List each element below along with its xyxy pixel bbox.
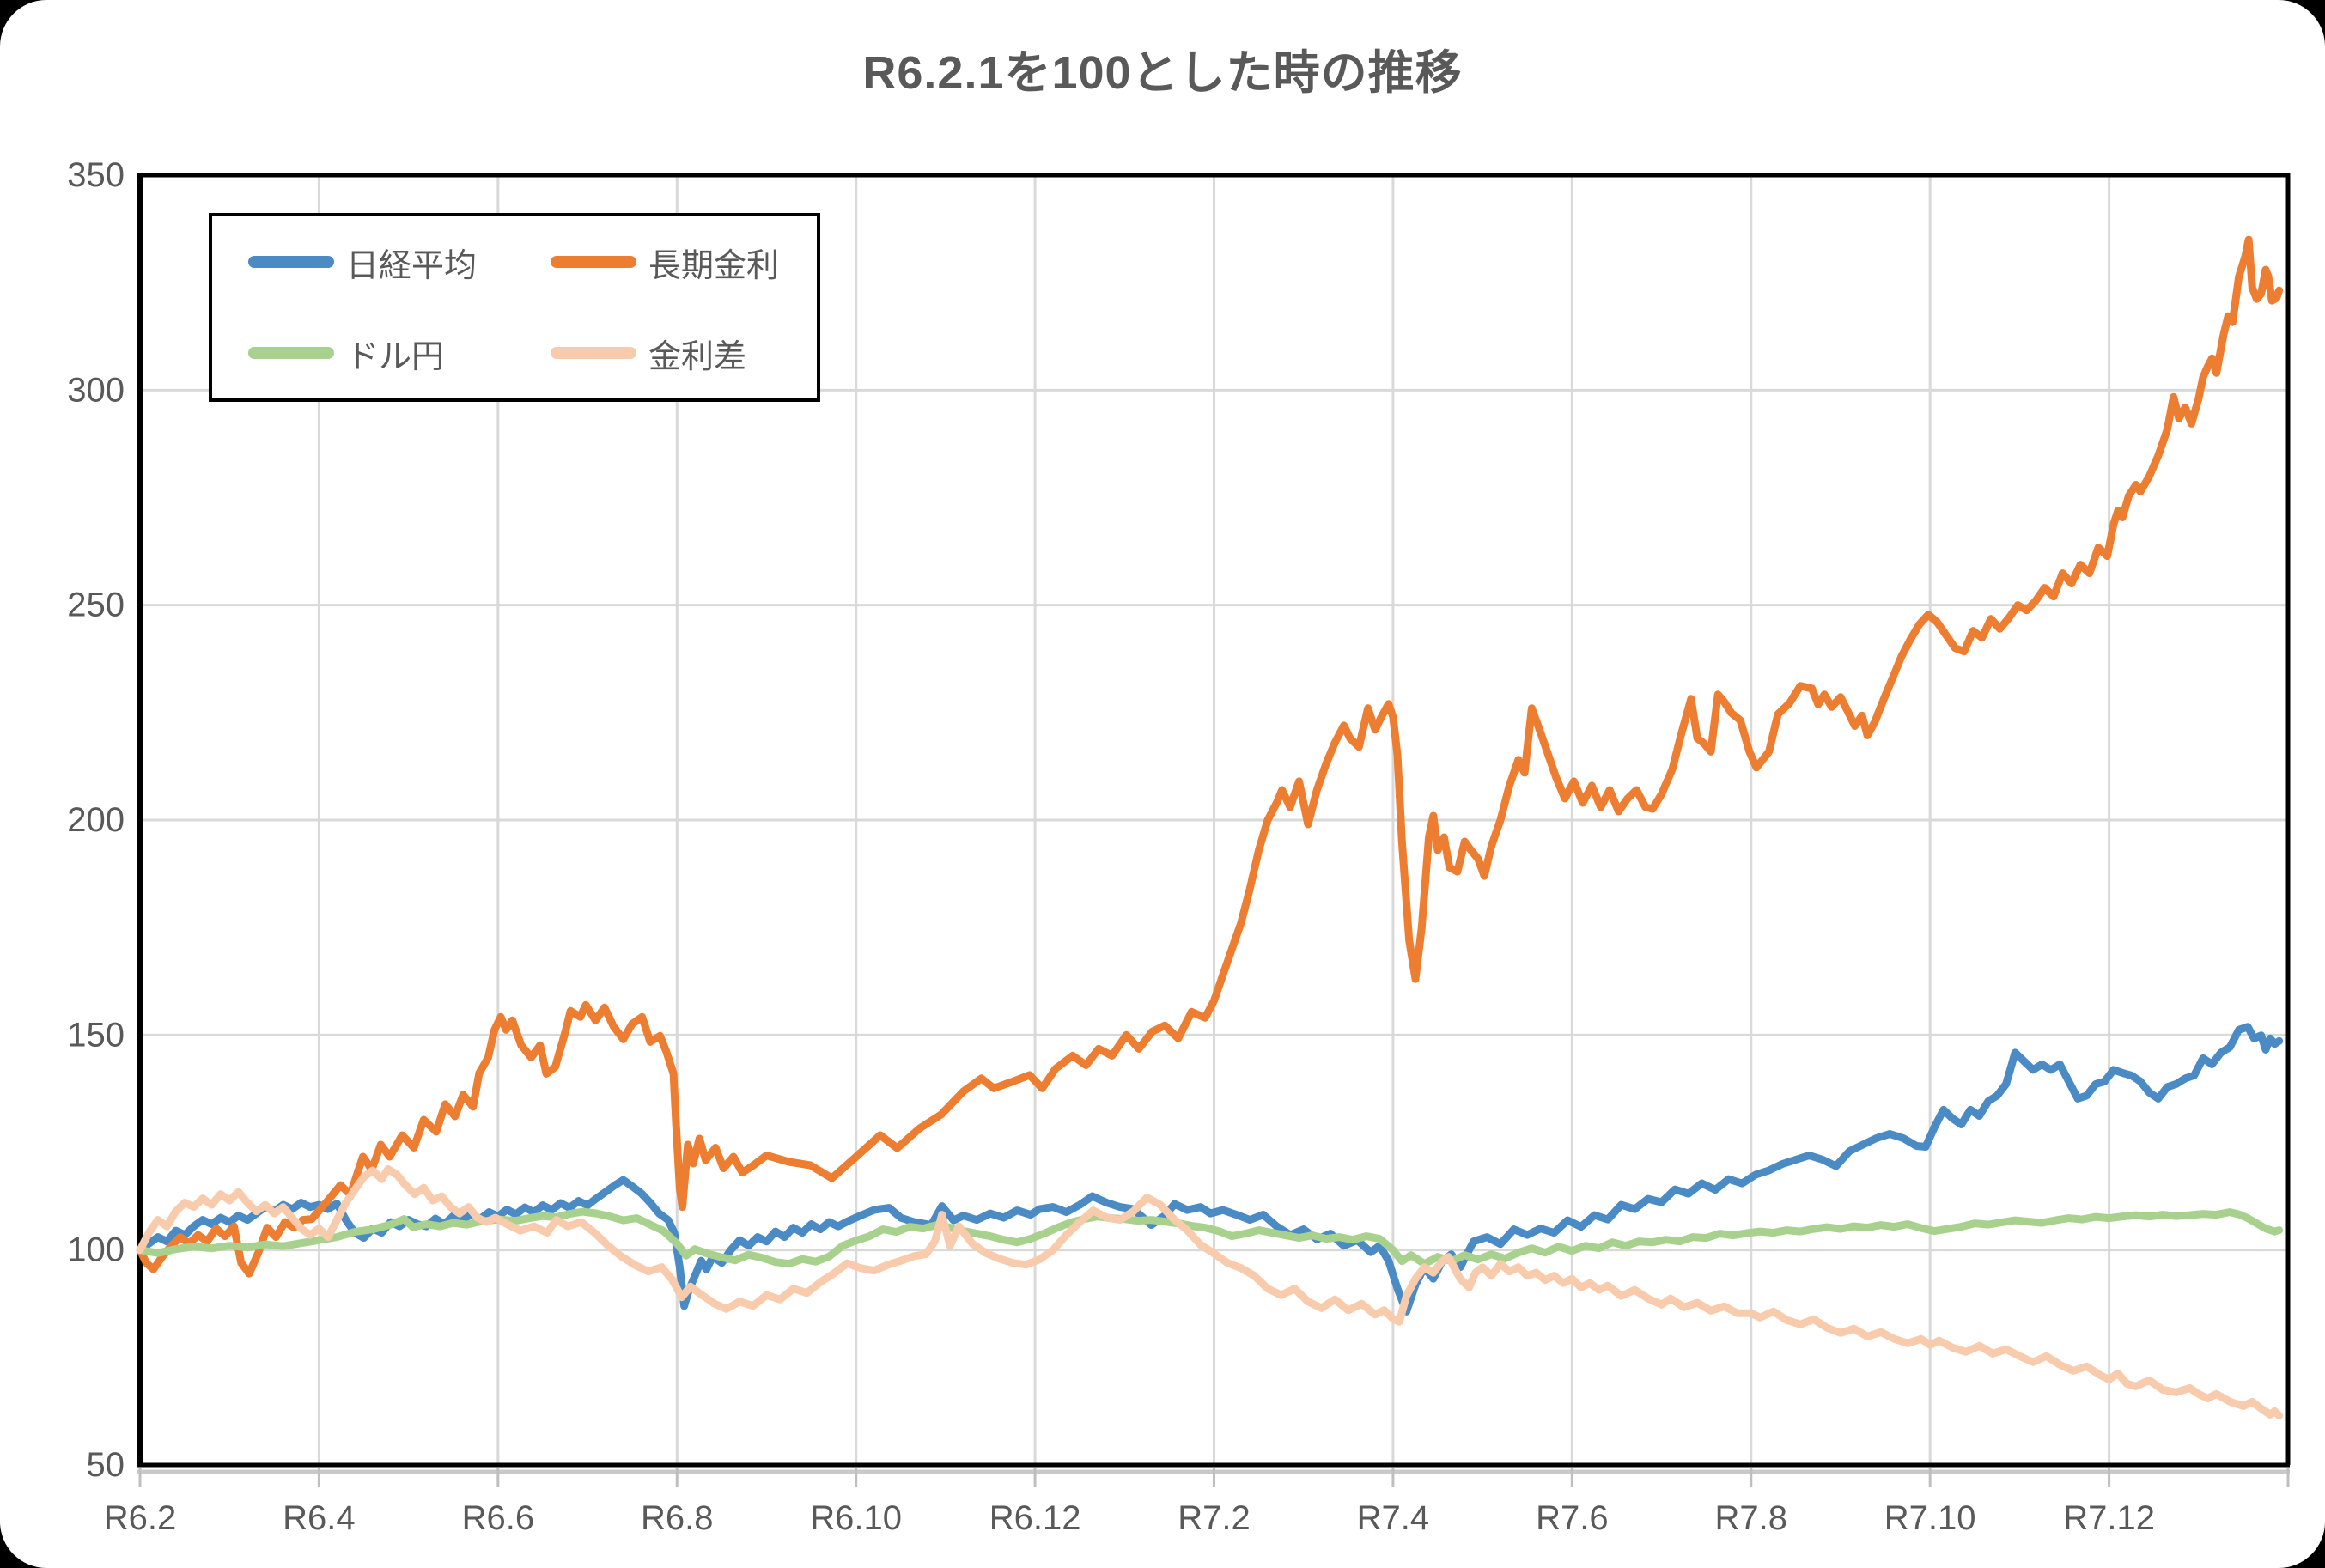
x-axis-label: R6.2: [104, 1499, 177, 1537]
legend-swatch-dollar-yen-line-icon: [248, 347, 334, 359]
x-axis-label: R6.10: [810, 1499, 902, 1537]
legend-item-long-term-rate: 長期金利: [514, 239, 817, 286]
legend-item-rate-differential: 金利差: [514, 330, 817, 377]
legend-swatch-long-term-rate-line-icon: [551, 256, 636, 268]
series-line-dollar-yen: [136, 1207, 2284, 1268]
chart-title: R6.2.1を100とした時の推移: [862, 47, 1463, 99]
x-axis-label: R7.12: [2063, 1499, 2155, 1537]
legend-label-long-term-rate: 長期金利: [648, 247, 780, 284]
legend-label-rate-differential: 金利差: [648, 338, 747, 375]
x-axis-label: R6.8: [641, 1499, 714, 1537]
y-axis-label: 50: [87, 1446, 125, 1484]
y-axis-label: 100: [67, 1231, 125, 1269]
x-axis-label: R7.10: [1884, 1499, 1976, 1537]
legend: 日経平均 長期金利 ドル円 金利差: [209, 213, 820, 402]
x-axis-label: R6.4: [283, 1499, 356, 1537]
x-axis-label: R6.6: [462, 1499, 535, 1537]
series-line-long-term-rate: [136, 235, 2284, 1278]
series-line-nikkei: [136, 1023, 2284, 1316]
y-axis-label: 300: [67, 371, 125, 409]
legend-swatch-nikkei-line-icon: [248, 256, 334, 268]
y-axis-label: 350: [67, 156, 125, 194]
legend-swatch-rate-differential-line-icon: [551, 347, 636, 359]
x-axis-label: R7.6: [1536, 1499, 1609, 1537]
x-axis-label: R7.4: [1357, 1499, 1430, 1537]
legend-label-nikkei: 日経平均: [346, 247, 478, 284]
y-axis-label: 150: [67, 1016, 125, 1054]
series-line-rate-differential: [136, 1165, 2284, 1419]
x-axis-label: R7.8: [1715, 1499, 1788, 1537]
x-axis-label: R6.12: [989, 1499, 1081, 1537]
y-axis-label: 200: [67, 801, 125, 839]
legend-label-dollar-yen: ドル円: [346, 338, 445, 375]
y-axis-label: 250: [67, 586, 125, 624]
legend-item-dollar-yen: ドル円: [212, 330, 514, 377]
x-axis-label: R7.2: [1178, 1499, 1251, 1537]
legend-item-nikkei: 日経平均: [212, 239, 514, 286]
